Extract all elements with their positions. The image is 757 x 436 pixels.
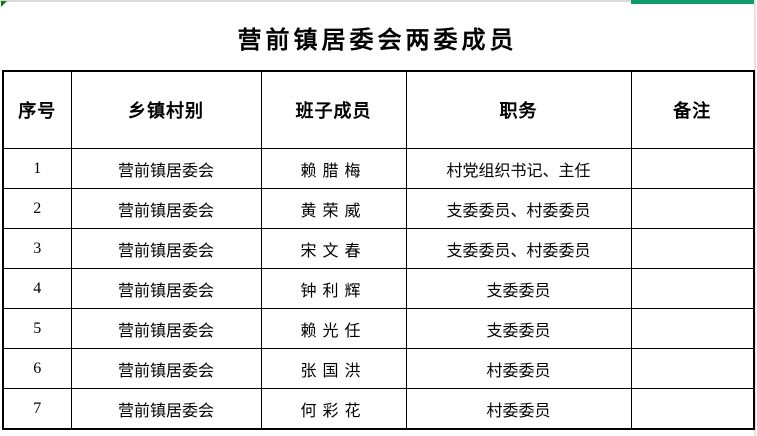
top-edge-line [0,0,632,2]
cell-village[interactable]: 营前镇居委会 [70,228,262,269]
cell-village[interactable]: 营前镇居委会 [70,388,262,430]
cell-no[interactable]: 2 [2,188,72,229]
cell-position[interactable]: 支委委员、村委委员 [405,188,632,229]
table-row: 7 营前镇居委会 何彩花 村委委员 [2,388,755,430]
right-edge-line [754,0,756,436]
cell-remark[interactable] [630,308,755,349]
cell-member[interactable]: 宋文春 [260,228,407,269]
cell-position[interactable]: 村委委员 [405,348,632,389]
cell-village[interactable]: 营前镇居委会 [70,148,262,189]
table-row: 6 营前镇居委会 张国洪 村委委员 [2,348,755,389]
cell-member[interactable]: 赖腊梅 [260,148,407,189]
cell-no[interactable]: 5 [2,308,72,349]
col-header-position[interactable]: 职务 [405,70,632,149]
cell-position[interactable]: 支委委员 [405,268,632,309]
cell-no[interactable]: 4 [2,268,72,309]
col-header-village[interactable]: 乡镇村别 [70,70,262,149]
cell-village[interactable]: 营前镇居委会 [70,188,262,229]
table-row: 1 营前镇居委会 赖腊梅 村党组织书记、主任 [2,148,755,189]
cell-remark[interactable] [630,188,755,229]
cell-no[interactable]: 7 [2,388,72,430]
cell-position[interactable]: 支委委员 [405,308,632,349]
table-row: 4 营前镇居委会 钟利辉 支委委员 [2,268,755,309]
cell-no[interactable]: 1 [2,148,72,189]
cell-member[interactable]: 张国洪 [260,348,407,389]
cell-remark[interactable] [630,228,755,269]
cell-member[interactable]: 何彩花 [260,388,407,430]
col-header-remark[interactable]: 备注 [630,70,755,149]
cell-village[interactable]: 营前镇居委会 [70,348,262,389]
cell-village[interactable]: 营前镇居委会 [70,268,262,309]
cell-remark[interactable] [630,148,755,189]
table-row: 2 营前镇居委会 黄荣威 支委委员、村委委员 [2,188,755,229]
table-row: 3 营前镇居委会 宋文春 支委委员、村委委员 [2,228,755,269]
members-table: 序号 乡镇村别 班子成员 职务 备注 1 营前镇居委会 赖腊梅 村党组织书记、主… [2,70,755,430]
sheet-accent-bar [631,0,755,4]
col-header-member[interactable]: 班子成员 [260,70,407,149]
cell-no[interactable]: 3 [2,228,72,269]
cell-member[interactable]: 黄荣威 [260,188,407,229]
cell-member[interactable]: 钟利辉 [260,268,407,309]
header-row: 序号 乡镇村别 班子成员 职务 备注 [2,70,755,149]
col-header-no[interactable]: 序号 [2,70,72,149]
cell-position[interactable]: 支委委员、村委委员 [405,228,632,269]
cell-remark[interactable] [630,388,755,430]
cell-position[interactable]: 村党组织书记、主任 [405,148,632,189]
cell-remark[interactable] [630,268,755,309]
cell-village[interactable]: 营前镇居委会 [70,308,262,349]
cell-no[interactable]: 6 [2,348,72,389]
cell-flag-icon [1,1,7,7]
table-row: 5 营前镇居委会 赖光任 支委委员 [2,308,755,349]
cell-position[interactable]: 村委委员 [405,388,632,430]
page-title: 营前镇居委会两委成员 [237,27,518,54]
cell-remark[interactable] [630,348,755,389]
cell-member[interactable]: 赖光任 [260,308,407,349]
